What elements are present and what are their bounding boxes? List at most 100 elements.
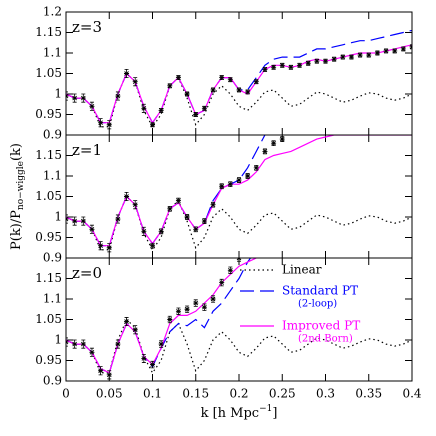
y-tick-label: 1.15 bbox=[35, 25, 62, 39]
data-point bbox=[227, 267, 233, 273]
y-tick-label: 1.05 bbox=[35, 312, 62, 326]
panel-plot bbox=[66, 258, 412, 380]
y-tick-label: 1.05 bbox=[35, 189, 62, 203]
data-point bbox=[193, 300, 199, 306]
data-point bbox=[253, 165, 259, 171]
data-point bbox=[184, 91, 190, 97]
data-point bbox=[279, 136, 285, 142]
data-point bbox=[158, 341, 164, 347]
y-tick-label: 1.1 bbox=[43, 292, 62, 306]
data-point bbox=[184, 214, 190, 220]
data-point bbox=[245, 173, 251, 179]
data-point bbox=[72, 218, 78, 224]
data-point bbox=[98, 120, 104, 126]
data-point bbox=[132, 79, 138, 85]
series-line bbox=[66, 258, 257, 374]
data-point bbox=[150, 362, 155, 367]
data-point bbox=[400, 46, 406, 52]
data-point bbox=[357, 52, 363, 58]
data-point bbox=[297, 62, 303, 68]
data-point bbox=[124, 71, 130, 76]
data-point bbox=[262, 149, 268, 154]
data-point bbox=[348, 54, 354, 60]
data-point bbox=[245, 89, 251, 95]
y-tick-label: 0.95 bbox=[35, 230, 62, 244]
data-point bbox=[210, 296, 216, 302]
y-tick-label: 0.95 bbox=[35, 353, 62, 367]
data-point bbox=[314, 58, 320, 64]
data-point bbox=[374, 50, 380, 56]
error-bar bbox=[66, 337, 68, 347]
data-point bbox=[141, 356, 147, 361]
series-line bbox=[66, 29, 412, 124]
error-bar bbox=[410, 44, 412, 50]
data-point bbox=[106, 122, 112, 128]
data-point bbox=[323, 58, 328, 64]
data-point bbox=[132, 202, 138, 208]
data-point bbox=[219, 183, 225, 189]
data-point bbox=[227, 181, 233, 187]
y-tick-label: 1.1 bbox=[43, 169, 62, 183]
data-point bbox=[366, 52, 372, 58]
data-point bbox=[66, 339, 69, 345]
y-tick-label: 1 bbox=[54, 87, 62, 101]
data-point bbox=[279, 62, 285, 68]
data-point bbox=[392, 48, 398, 54]
x-tick-label: 0.25 bbox=[269, 387, 296, 401]
y-tick-label: 1 bbox=[54, 210, 62, 224]
data-point bbox=[201, 106, 207, 111]
data-point bbox=[236, 258, 242, 261]
data-point bbox=[184, 306, 190, 312]
data-point bbox=[201, 218, 207, 224]
data-point bbox=[141, 106, 147, 111]
panel-frame bbox=[65, 11, 413, 136]
data-point bbox=[253, 79, 259, 85]
data-point bbox=[227, 77, 233, 82]
data-point bbox=[175, 75, 181, 80]
data-point bbox=[236, 87, 242, 93]
y-tick-label: 1.15 bbox=[35, 271, 62, 285]
legend-note: (2-loop) bbox=[298, 299, 337, 310]
x-tick-label: 0.4 bbox=[402, 387, 421, 401]
data-point bbox=[158, 229, 164, 234]
y-tick-label: 0.9 bbox=[43, 374, 62, 388]
data-point bbox=[219, 280, 225, 285]
data-point bbox=[89, 103, 95, 109]
data-point bbox=[106, 245, 112, 251]
x-tick-label: 0.35 bbox=[355, 387, 382, 401]
data-point bbox=[115, 341, 121, 347]
y-axis-label: P(k)/Pno−wiggle(k) bbox=[9, 143, 26, 250]
y-axis-label-part: no−wiggle bbox=[16, 161, 26, 210]
data-point bbox=[383, 48, 389, 54]
data-point bbox=[141, 229, 147, 234]
data-point bbox=[115, 93, 121, 99]
data-point bbox=[80, 341, 86, 347]
data-point bbox=[80, 218, 86, 224]
data-point bbox=[210, 87, 216, 93]
y-tick-label: 0.95 bbox=[35, 107, 62, 121]
data-point bbox=[89, 226, 95, 232]
legend-note: (2nd Born) bbox=[298, 334, 353, 345]
data-point bbox=[167, 206, 173, 212]
data-point bbox=[175, 198, 181, 203]
data-point bbox=[124, 319, 130, 324]
data-point bbox=[201, 304, 207, 310]
x-tick-label: 0.3 bbox=[316, 387, 335, 401]
x-tick-label: 0 bbox=[62, 387, 70, 401]
data-point bbox=[271, 65, 277, 70]
panel-frame bbox=[65, 257, 413, 382]
y-tick-label: 1.05 bbox=[35, 66, 62, 80]
data-point bbox=[271, 140, 277, 146]
x-tick-label: 0.05 bbox=[96, 387, 123, 401]
panel-plot bbox=[66, 29, 412, 130]
y-tick-label: 1.1 bbox=[43, 46, 62, 60]
data-point bbox=[150, 122, 155, 128]
data-point bbox=[288, 65, 294, 70]
y-axis-label-part: (k) bbox=[9, 143, 24, 161]
x-axis-label-part: k [h Mpc bbox=[201, 406, 260, 421]
data-point bbox=[210, 202, 216, 208]
panel-label: z=3 bbox=[72, 18, 102, 36]
panel-frame bbox=[65, 134, 413, 259]
